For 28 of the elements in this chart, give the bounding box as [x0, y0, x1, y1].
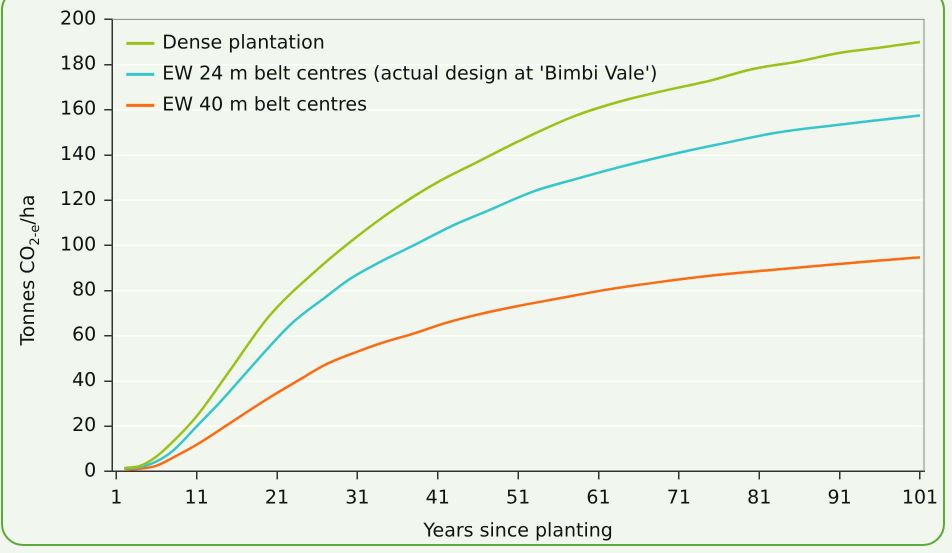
x-axis-title: Years since planting: [422, 520, 613, 542]
line-series: [123, 114, 922, 470]
y-tick-label: 20: [72, 414, 96, 436]
x-tick-label: 31: [345, 486, 370, 509]
y-tick-label: 140: [60, 142, 96, 165]
x-tick-label: 11: [184, 486, 209, 509]
y-tick-label: 60: [72, 324, 96, 346]
x-tick-label: 71: [666, 486, 691, 509]
x-tick-label: 51: [506, 486, 530, 509]
legend-label: Dense plantation: [162, 31, 325, 54]
x-tick-label: 101: [902, 486, 938, 509]
y-tick-label: 100: [60, 233, 96, 256]
x-tick-label: 61: [586, 486, 611, 509]
x-tick-label: 21: [264, 486, 290, 509]
y-tick-label: 200: [60, 7, 96, 30]
y-tick-label: 120: [60, 188, 96, 210]
legend-label: EW 24 m belt centres (actual design at 'Bimbi Vale'): [162, 62, 658, 84]
x-tick-label: 91: [828, 486, 852, 509]
legend-label: EW 40 m belt centres: [162, 93, 367, 116]
y-tick-label: 160: [60, 98, 96, 120]
y-tick-label: 80: [72, 278, 96, 301]
y-tick-label: 40: [72, 368, 96, 391]
line-series: [123, 256, 922, 472]
y-tick-label: 180: [60, 52, 96, 75]
x-tick-label: 81: [747, 486, 772, 509]
x-tick-label: 1: [110, 486, 122, 509]
x-tick-label: 41: [426, 486, 450, 509]
y-tick-label: 0: [84, 459, 96, 482]
